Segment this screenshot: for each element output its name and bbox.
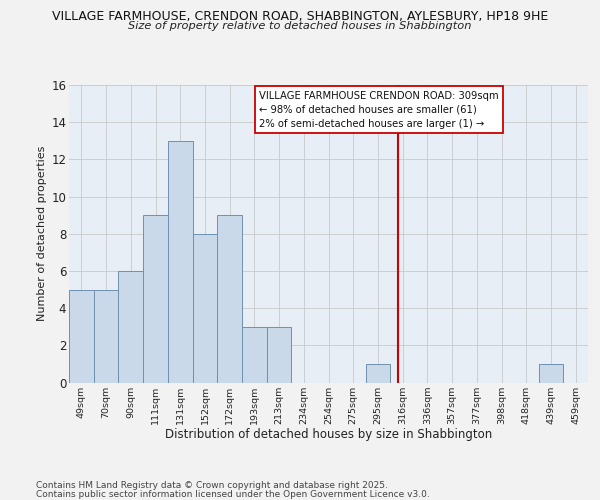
Bar xyxy=(267,326,292,382)
Bar xyxy=(242,326,267,382)
Text: VILLAGE FARMHOUSE CRENDON ROAD: 309sqm
← 98% of detached houses are smaller (61): VILLAGE FARMHOUSE CRENDON ROAD: 309sqm ←… xyxy=(259,90,499,128)
Text: Size of property relative to detached houses in Shabbington: Size of property relative to detached ho… xyxy=(128,21,472,31)
Text: Contains HM Land Registry data © Crown copyright and database right 2025.: Contains HM Land Registry data © Crown c… xyxy=(36,481,388,490)
Bar xyxy=(69,290,94,382)
Y-axis label: Number of detached properties: Number of detached properties xyxy=(37,146,47,322)
Bar xyxy=(94,290,118,382)
Bar xyxy=(365,364,390,382)
Bar xyxy=(539,364,563,382)
Text: VILLAGE FARMHOUSE, CRENDON ROAD, SHABBINGTON, AYLESBURY, HP18 9HE: VILLAGE FARMHOUSE, CRENDON ROAD, SHABBIN… xyxy=(52,10,548,23)
Bar xyxy=(217,215,242,382)
Bar xyxy=(143,215,168,382)
Bar xyxy=(168,141,193,382)
X-axis label: Distribution of detached houses by size in Shabbington: Distribution of detached houses by size … xyxy=(165,428,492,441)
Bar xyxy=(118,271,143,382)
Bar xyxy=(193,234,217,382)
Text: Contains public sector information licensed under the Open Government Licence v3: Contains public sector information licen… xyxy=(36,490,430,499)
